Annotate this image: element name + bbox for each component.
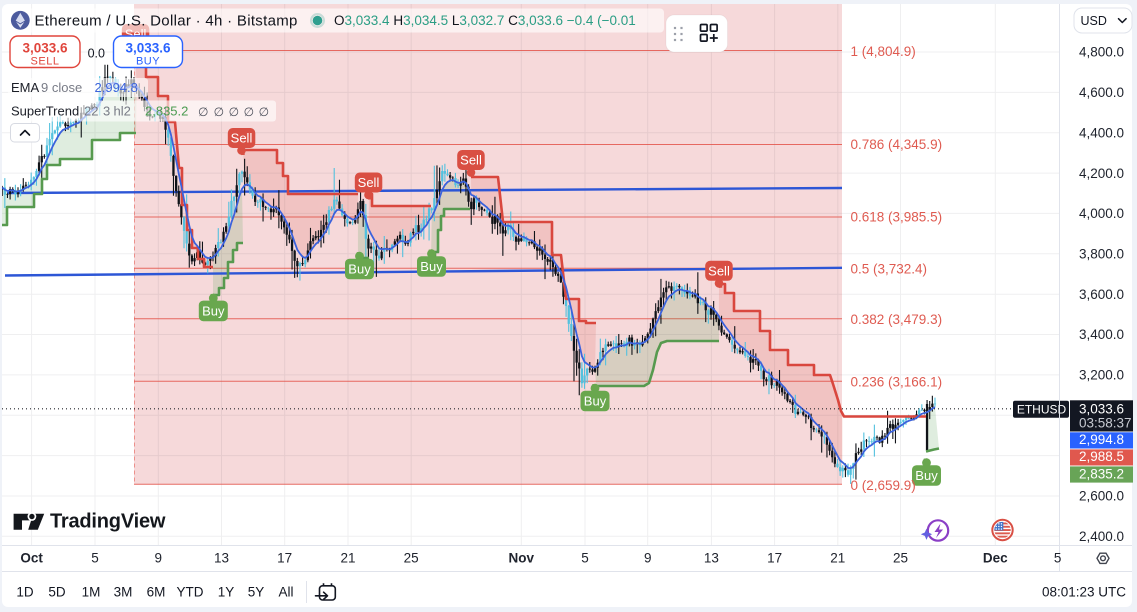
svg-text:4,400.0: 4,400.0	[1079, 125, 1124, 140]
svg-text:Nov: Nov	[509, 551, 535, 566]
svg-text:Oct: Oct	[20, 551, 43, 566]
svg-text:∅: ∅	[244, 105, 254, 119]
svg-text:3,600.0: 3,600.0	[1079, 287, 1124, 302]
svg-text:3,033.6: 3,033.6	[125, 41, 171, 56]
svg-text:3,800.0: 3,800.0	[1079, 247, 1124, 262]
svg-text:21: 21	[340, 551, 355, 566]
svg-text:0.5 (3,732.4): 0.5 (3,732.4)	[851, 262, 928, 277]
svg-text:0.0: 0.0	[88, 47, 105, 61]
svg-text:SELL: SELL	[31, 56, 60, 68]
svg-text:BUY: BUY	[136, 56, 160, 68]
svg-text:4,800.0: 4,800.0	[1079, 45, 1124, 60]
svg-text:4,600.0: 4,600.0	[1079, 85, 1124, 100]
svg-text:17: 17	[277, 551, 292, 566]
svg-text:17: 17	[767, 551, 782, 566]
svg-text:Sell: Sell	[358, 175, 380, 190]
svg-text:Dec: Dec	[983, 551, 1008, 566]
svg-text:3,200.0: 3,200.0	[1079, 368, 1124, 383]
svg-text:ETHUSD: ETHUSD	[1017, 402, 1067, 416]
svg-text:Buy: Buy	[202, 303, 225, 318]
svg-text:Sell: Sell	[460, 153, 482, 168]
svg-text:4,000.0: 4,000.0	[1079, 206, 1124, 221]
svg-text:TradingView: TradingView	[50, 511, 166, 533]
svg-text:Ethereum / U.S. Dollar · 4h ·: Ethereum / U.S. Dollar · 4h · Bitstamp	[35, 13, 298, 30]
svg-text:Buy: Buy	[420, 259, 443, 274]
svg-text:1D: 1D	[16, 585, 34, 600]
svg-text:YTD: YTD	[177, 585, 204, 600]
svg-text:1 (4,804.9): 1 (4,804.9)	[851, 44, 916, 59]
svg-text:Buy: Buy	[348, 262, 371, 277]
svg-text:3,033.6: 3,033.6	[1079, 401, 1124, 416]
svg-text:25: 25	[893, 551, 908, 566]
svg-text:1Y: 1Y	[218, 585, 235, 600]
svg-text:13: 13	[704, 551, 719, 566]
svg-text:5: 5	[91, 551, 99, 566]
svg-text:2,994.8: 2,994.8	[1079, 432, 1124, 447]
svg-text:Buy: Buy	[915, 468, 938, 483]
svg-text:3,033.6: 3,033.6	[22, 41, 68, 56]
svg-text:08:01:23 UTC: 08:01:23 UTC	[1042, 585, 1126, 600]
svg-text:2,835.2: 2,835.2	[1079, 467, 1124, 482]
svg-text:0.382 (3,479.3): 0.382 (3,479.3)	[851, 312, 943, 327]
svg-text:∅: ∅	[259, 105, 269, 119]
svg-text:∅: ∅	[229, 105, 239, 119]
svg-text:0.786 (4,345.9): 0.786 (4,345.9)	[851, 137, 943, 152]
svg-text:0.236 (3,166.1): 0.236 (3,166.1)	[851, 375, 943, 390]
svg-text:1M: 1M	[82, 585, 101, 600]
svg-text:3,400.0: 3,400.0	[1079, 327, 1124, 342]
svg-text:0 (2,659.9): 0 (2,659.9)	[851, 478, 916, 493]
svg-text:∅: ∅	[214, 105, 224, 119]
svg-text:5: 5	[1054, 551, 1062, 566]
svg-text:Buy: Buy	[584, 394, 607, 409]
svg-text:5: 5	[581, 551, 589, 566]
svg-text:13: 13	[214, 551, 229, 566]
svg-text:21: 21	[830, 551, 845, 566]
svg-text:4,200.0: 4,200.0	[1079, 166, 1124, 181]
svg-text:25: 25	[404, 551, 419, 566]
svg-text:5Y: 5Y	[248, 585, 265, 600]
svg-text:3M: 3M	[114, 585, 133, 600]
svg-text:Sell: Sell	[231, 131, 253, 146]
svg-text:2,600.0: 2,600.0	[1079, 489, 1124, 504]
svg-text:03:58:37: 03:58:37	[1079, 416, 1132, 431]
svg-text:Sell: Sell	[708, 263, 730, 278]
svg-text:0.618 (3,985.5): 0.618 (3,985.5)	[851, 210, 943, 225]
svg-text:6M: 6M	[147, 585, 166, 600]
svg-text:9: 9	[155, 551, 163, 566]
svg-text:O3,033.4 H3,034.5 L3,032.7: O3,033.4 H3,034.5 L3,032.7 C3,033.6 −0.4…	[334, 13, 636, 28]
svg-text:9: 9	[644, 551, 652, 566]
svg-text:2,988.5: 2,988.5	[1079, 449, 1124, 464]
svg-text:USD: USD	[1081, 14, 1107, 28]
svg-text:5D: 5D	[48, 585, 66, 600]
svg-text:All: All	[278, 585, 293, 600]
svg-text:2,400.0: 2,400.0	[1079, 529, 1124, 544]
svg-text:∅: ∅	[198, 105, 208, 119]
